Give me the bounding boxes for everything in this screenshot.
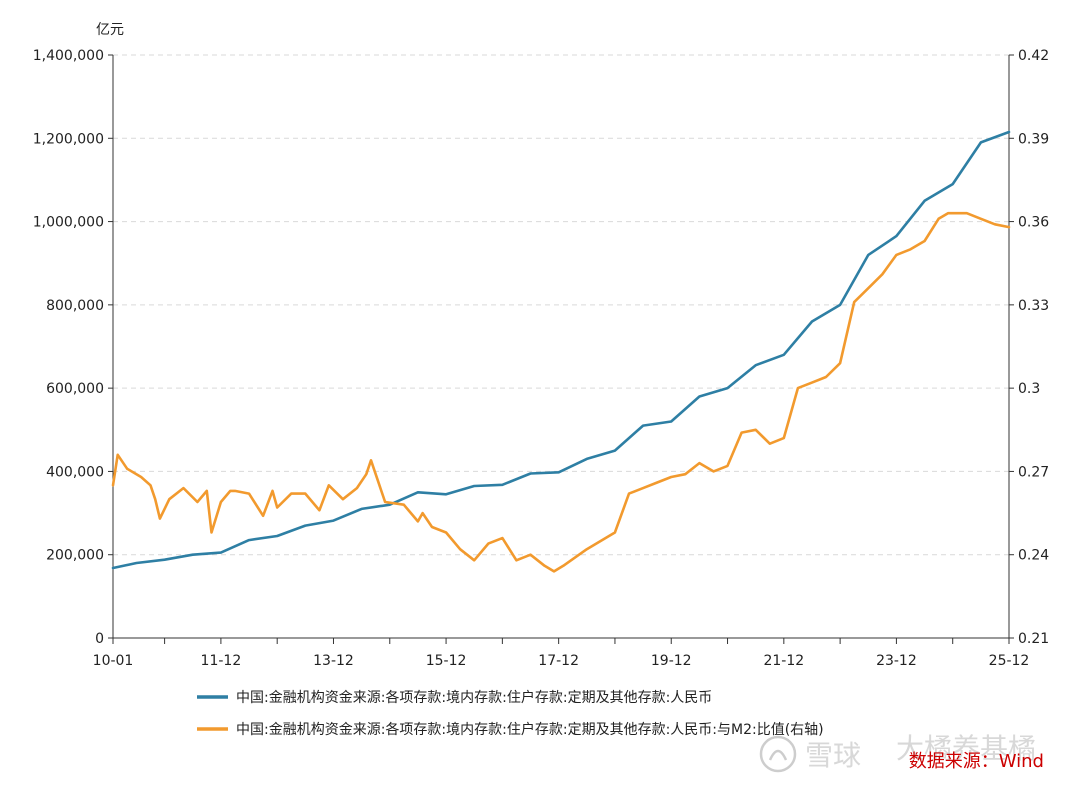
series-line-2: [111, 211, 1011, 573]
left-tick-label: 800,000: [46, 298, 104, 314]
right-tick-label: 0.27: [1018, 464, 1049, 480]
series-line-1: [111, 130, 1011, 570]
right-tick-label: 0.39: [1018, 131, 1049, 147]
legend: 中国:金融机构资金来源:各项存款:境内存款:住户存款:定期及其他存款:人民币中国…: [197, 689, 824, 738]
watermark: 雪球 大橘养基橘: [759, 732, 1036, 773]
left-tick-label: 200,000: [46, 548, 104, 564]
x-tick-label: 15-12: [426, 653, 467, 669]
right-tick-label: 0.3: [1018, 381, 1040, 397]
right-tick-label: 0.42: [1018, 48, 1049, 64]
x-tick-label: 10-01: [93, 653, 134, 669]
source-label: 数据来源：Wind: [909, 751, 1044, 772]
left-tick-label: 1,400,000: [33, 48, 104, 64]
legend-label: 中国:金融机构资金来源:各项存款:境内存款:住户存款:定期及其他存款:人民币:与…: [236, 721, 824, 738]
left-axis-ticks: 0 200,000 400,000 600,000 800,000 1,000,000 1,…: [33, 48, 113, 647]
x-tick-label: 25-12: [989, 653, 1030, 669]
right-tick-label: 0.24: [1018, 548, 1049, 564]
right-tick-label: 0.36: [1018, 215, 1049, 231]
x-tick-label: 11-12: [201, 653, 242, 669]
grid-lines: [113, 54, 1009, 556]
left-tick-label: 600,000: [46, 381, 104, 397]
right-tick-label: 0.33: [1018, 298, 1049, 314]
watermark-author: 大橘养基橘: [896, 732, 1036, 765]
xueqiu-logo-icon: [759, 735, 797, 773]
x-tick-label: 17-12: [538, 653, 579, 669]
x-tick-label: 23-12: [876, 653, 917, 669]
right-tick-label: 0.21: [1018, 631, 1049, 647]
left-tick-label: 1,200,000: [33, 131, 104, 147]
y-unit-label: 亿元: [96, 22, 124, 38]
left-tick-label: 1,000,000: [33, 215, 104, 231]
xueqiu-logo-mark: [768, 749, 788, 761]
x-tick-label: 19-12: [651, 653, 692, 669]
right-axis-ticks: 0.21 0.24 0.27 0.3 0.33 0.36 0.39 0.42: [1009, 48, 1049, 647]
legend-label: 中国:金融机构资金来源:各项存款:境内存款:住户存款:定期及其他存款:人民币: [236, 689, 712, 706]
watermark-xueqiu: 雪球: [805, 739, 861, 772]
left-tick-label: 400,000: [46, 464, 104, 480]
x-tick-label: 21-12: [763, 653, 804, 669]
x-tick-label: 13-12: [313, 653, 354, 669]
x-axis-ticks: 10-01 11-12 13-12 15-12 17-12 19-12 21-12 23-12…: [93, 638, 1030, 669]
left-tick-label: 0: [95, 631, 104, 647]
